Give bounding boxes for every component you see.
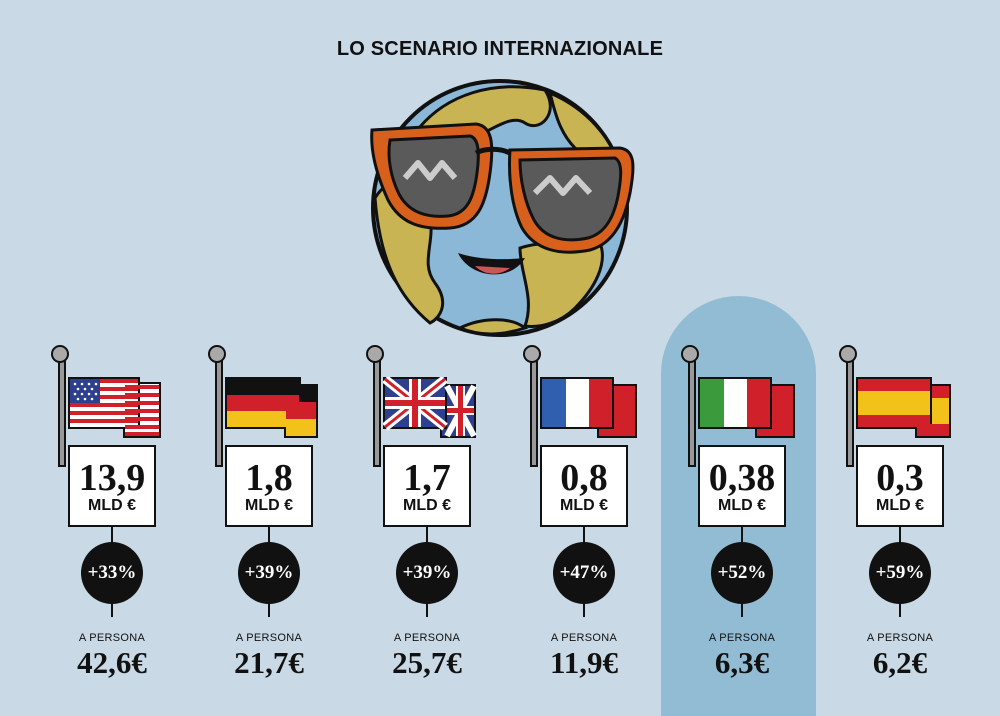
- country-column-usa: 13,9 MLD € +33% A PERSONA 42,6€: [51, 345, 161, 705]
- per-person-value: 42,6€: [77, 645, 147, 680]
- flag-pole: [846, 357, 854, 467]
- amount-unit: MLD €: [560, 497, 608, 514]
- per-person-label: A PERSONA: [393, 632, 461, 644]
- flag-pole: [58, 357, 66, 467]
- country-column-italy: 0,38 MLD € +52% A PERSONA 6,3€: [681, 345, 795, 705]
- total-amount: 0,8: [560, 457, 608, 499]
- italy-flag-icon: [698, 377, 802, 439]
- amount-unit: MLD €: [245, 497, 293, 514]
- growth-badge: +47%: [553, 542, 615, 604]
- total-amount-box: 0,38 MLD €: [698, 445, 786, 527]
- per-person-label: A PERSONA: [708, 632, 776, 644]
- flag-pole: [688, 357, 696, 467]
- per-person-label: A PERSONA: [78, 632, 146, 644]
- growth-badge: +59%: [869, 542, 931, 604]
- country-column-germany: 1,8 MLD € +39% A PERSONA 21,7€: [208, 345, 318, 705]
- per-person-value: 11,9€: [549, 645, 619, 680]
- amount-unit: MLD €: [718, 497, 766, 514]
- flag-pole: [373, 357, 381, 467]
- total-amount-box: 1,7 MLD €: [383, 445, 471, 527]
- flag-pole-knob: [366, 345, 384, 363]
- country-column-france: 0,8 MLD € +47% A PERSONA 11,9€: [523, 345, 637, 705]
- globe-sunglasses-illustration: [360, 78, 640, 338]
- per-person-value: 6,2€: [872, 645, 928, 680]
- growth-badge: +52%: [711, 542, 773, 604]
- flag-pole: [530, 357, 538, 467]
- flag-pole-knob: [839, 345, 857, 363]
- growth-badge: +33%: [81, 542, 143, 604]
- flag-pole-knob: [523, 345, 541, 363]
- flag-pole-knob: [681, 345, 699, 363]
- per-person-value: 21,7€: [234, 645, 304, 680]
- per-person-label: A PERSONA: [550, 632, 618, 644]
- total-amount: 13,9: [78, 457, 146, 499]
- uk-flag-icon: [382, 375, 487, 439]
- flag-pole-knob: [51, 345, 69, 363]
- total-amount-box: 0,3 MLD €: [856, 445, 944, 527]
- total-amount-box: 0,8 MLD €: [540, 445, 628, 527]
- total-amount-box: 1,8 MLD €: [225, 445, 313, 527]
- total-amount: 1,7: [403, 457, 451, 499]
- total-amount: 0,3: [876, 457, 924, 499]
- germany-flag-icon: [225, 377, 329, 439]
- per-person-value: 25,7€: [392, 645, 462, 680]
- growth-badge: +39%: [238, 542, 300, 604]
- amount-unit: MLD €: [88, 497, 136, 514]
- total-amount: 1,8: [245, 457, 293, 499]
- total-amount-box: 13,9 MLD €: [68, 445, 156, 527]
- flag-pole: [215, 357, 223, 467]
- per-person-value: 6,3€: [714, 645, 770, 680]
- total-amount: 0,38: [708, 457, 776, 499]
- per-person-label: A PERSONA: [866, 632, 934, 644]
- per-person-label: A PERSONA: [235, 632, 303, 644]
- country-column-spain: 0,3 MLD € +59% A PERSONA 6,2€: [839, 345, 951, 705]
- amount-unit: MLD €: [876, 497, 924, 514]
- flag-pole-knob: [208, 345, 226, 363]
- france-flag-icon: [540, 377, 644, 439]
- growth-badge: +39%: [396, 542, 458, 604]
- country-column-uk: 1,7 MLD € +39% A PERSONA 25,7€: [366, 345, 477, 705]
- spain-flag-icon: [856, 377, 960, 439]
- amount-unit: MLD €: [403, 497, 451, 514]
- infographic-title: LO SCENARIO INTERNAZIONALE: [336, 38, 664, 60]
- usa-flag-icon: [68, 377, 172, 439]
